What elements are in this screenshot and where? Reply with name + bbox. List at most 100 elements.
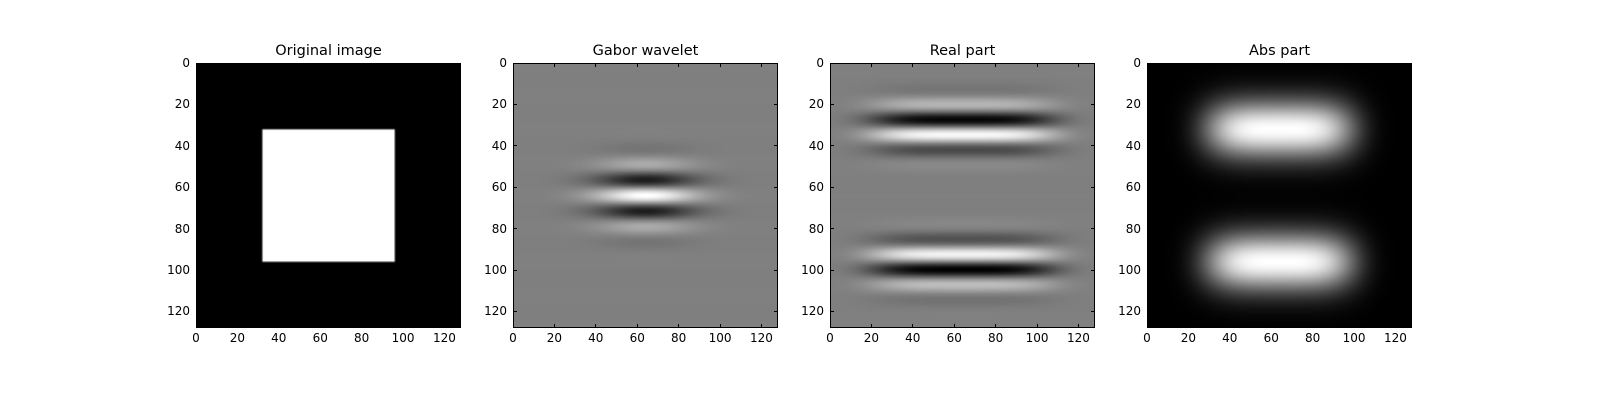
y-tick-left (1147, 145, 1151, 147)
x-tick-top (1146, 63, 1148, 67)
y-tick-left (1147, 62, 1151, 64)
x-tick-label: 40 (271, 331, 287, 345)
y-tick-label: 60 (174, 180, 190, 195)
y-tick-label: 60 (1125, 180, 1141, 195)
gabor-wavelet-title: Gabor wavelet (592, 43, 699, 59)
y-tick-label: 100 (167, 263, 190, 278)
y-tick-right (1408, 103, 1412, 105)
x-tick-top (278, 63, 280, 67)
x-tick-bottom (1312, 324, 1314, 328)
y-tick-right (774, 62, 778, 64)
x-tick-bottom (278, 324, 280, 328)
x-tick-top (829, 63, 831, 67)
y-tick-left (196, 145, 200, 147)
y-tick-label: 120 (484, 304, 507, 319)
x-tick-top (1394, 63, 1396, 67)
x-tick-top (443, 63, 445, 67)
y-tick-left (830, 62, 834, 64)
y-tick-right (774, 186, 778, 188)
y-tick-right (457, 145, 461, 147)
y-tick-right (1408, 269, 1412, 271)
x-tick-label: 100 (1342, 331, 1366, 345)
y-tick-label: 80 (1125, 221, 1141, 236)
y-tick-label: 0 (816, 56, 824, 70)
x-tick-label: 120 (1066, 331, 1090, 345)
x-tick-label: 80 (353, 331, 370, 345)
x-tick-top (636, 63, 638, 67)
x-tick-top (195, 63, 197, 67)
y-tick-left (830, 228, 834, 230)
y-tick-label: 20 (491, 97, 507, 112)
x-tick-label: 80 (1304, 331, 1321, 345)
x-tick-top (1036, 63, 1038, 67)
y-tick-label: 0 (182, 56, 190, 70)
x-tick-label: 40 (905, 331, 921, 345)
abs-part-image (1147, 63, 1412, 328)
y-tick-right (1091, 145, 1095, 147)
x-tick-bottom (1270, 324, 1272, 328)
y-tick-right (1408, 62, 1412, 64)
x-tick-bottom (361, 324, 363, 328)
x-tick-bottom (236, 324, 238, 328)
x-tick-label: 60 (946, 331, 962, 345)
x-tick-bottom (1187, 324, 1189, 328)
y-tick-label: 0 (499, 56, 507, 70)
x-tick-bottom (1077, 324, 1079, 328)
x-tick-label: 60 (312, 331, 328, 345)
y-tick-right (1091, 228, 1095, 230)
y-tick-label: 80 (808, 221, 824, 236)
x-tick-label: 100 (1025, 331, 1049, 345)
abs-part-axes: Abs part 0 20 40 60 80 100 120 0 20 40 60 80 100 120 (1118, 43, 1412, 345)
abs-part-title: Abs part (1248, 43, 1311, 59)
x-tick-bottom (595, 324, 597, 328)
y-tick-right (774, 103, 778, 105)
x-tick-top (953, 63, 955, 67)
y-tick-left (196, 310, 200, 312)
y-tick-right (774, 269, 778, 271)
y-tick-left (830, 103, 834, 105)
y-tick-left (196, 269, 200, 271)
x-tick-top (995, 63, 997, 67)
x-tick-label: 100 (391, 331, 415, 345)
y-tick-label: 100 (484, 263, 507, 278)
x-tick-bottom (1353, 324, 1355, 328)
y-tick-left (830, 310, 834, 312)
y-tick-right (457, 186, 461, 188)
x-tick-bottom (1229, 324, 1231, 328)
x-tick-top (595, 63, 597, 67)
x-tick-label: 120 (1383, 331, 1407, 345)
x-tick-bottom (1036, 324, 1038, 328)
x-tick-top (402, 63, 404, 67)
x-tick-bottom (870, 324, 872, 328)
x-tick-top (236, 63, 238, 67)
y-tick-label: 120 (801, 304, 824, 319)
y-tick-label: 60 (808, 180, 824, 195)
x-tick-bottom (953, 324, 955, 328)
y-tick-label: 20 (1125, 97, 1141, 112)
x-tick-label: 20 (229, 331, 246, 345)
y-tick-right (1091, 269, 1095, 271)
x-tick-label: 0 (1143, 331, 1151, 345)
x-tick-bottom (719, 324, 721, 328)
y-tick-left (830, 145, 834, 147)
real-part-axes: Real part 0 20 40 60 80 100 120 0 20 40 60 80 100 120 (801, 43, 1095, 345)
y-tick-right (457, 269, 461, 271)
y-tick-label: 40 (1125, 138, 1141, 153)
y-tick-label: 20 (174, 97, 190, 112)
x-tick-bottom (553, 324, 555, 328)
x-tick-bottom (1394, 324, 1396, 328)
x-tick-label: 80 (987, 331, 1004, 345)
y-tick-left (1147, 186, 1151, 188)
x-tick-top (553, 63, 555, 67)
x-tick-label: 20 (863, 331, 880, 345)
y-tick-left (513, 228, 517, 230)
x-tick-label: 20 (1180, 331, 1197, 345)
y-tick-left (1147, 310, 1151, 312)
y-tick-right (1091, 103, 1095, 105)
x-tick-bottom (195, 324, 197, 328)
y-tick-left (196, 103, 200, 105)
y-tick-right (1091, 310, 1095, 312)
original-image-image (196, 63, 461, 328)
x-tick-label: 60 (1263, 331, 1279, 345)
y-tick-right (1408, 186, 1412, 188)
